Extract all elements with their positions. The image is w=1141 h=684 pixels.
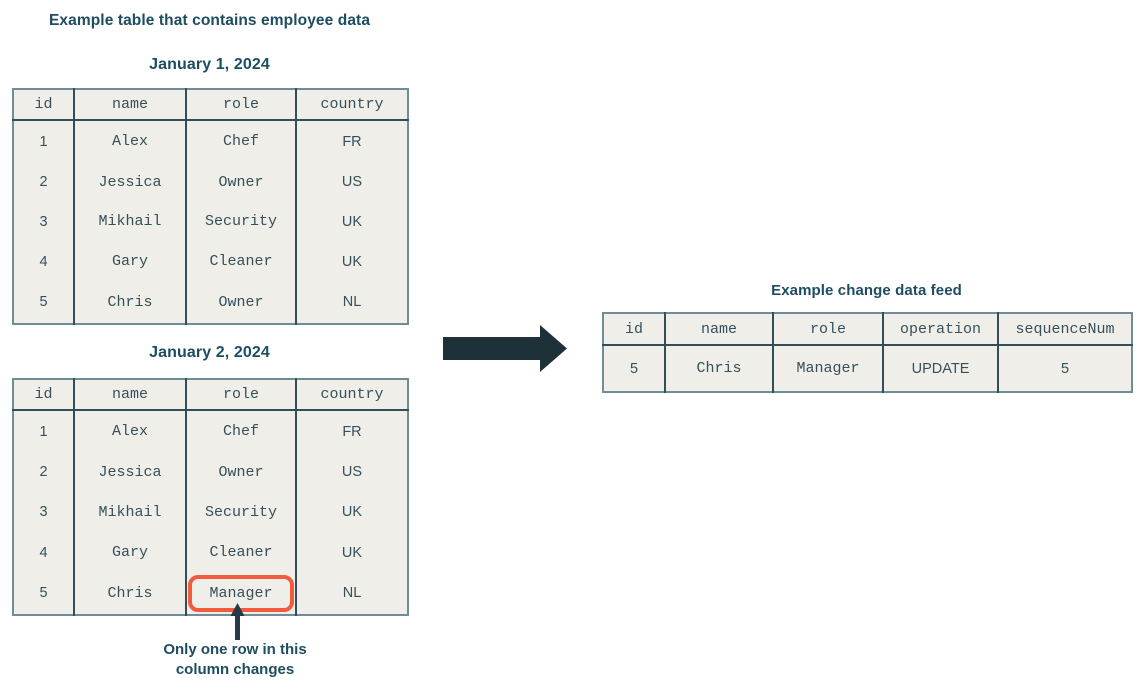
jan2-employee-table: id name role country 1 Alex Chef FR 2 Jessica Owne…: [12, 378, 409, 616]
data-table: id name role operation sequenceNum 5 Chris Mana…: [602, 312, 1133, 393]
table-cell: Manager: [772, 345, 883, 392]
column-header: country: [295, 379, 408, 411]
right-arrow-icon: [443, 325, 567, 372]
table-cell: UK: [295, 241, 408, 282]
table-cell: 3: [39, 504, 48, 521]
table-cell: Chris: [73, 572, 186, 615]
table-cell: 2: [39, 464, 48, 481]
column-header: operation: [882, 313, 998, 346]
diagram-title: Example table that contains employee dat…: [48, 12, 371, 29]
table-row: 3 Mikhail Security UK: [13, 202, 408, 242]
table-cell: Alex: [73, 410, 186, 453]
table-cell: FR: [295, 410, 408, 453]
table-cell: NL: [295, 572, 408, 615]
column-header: name: [664, 313, 773, 346]
data-table: id name role country 1 Alex Chef FR 2 Jessica Owne…: [12, 378, 409, 616]
table-row: 2 Jessica Owner US: [13, 452, 408, 493]
column-header: country: [295, 89, 408, 121]
table-cell: Chris: [73, 281, 186, 324]
table-cell: Gary: [73, 532, 186, 573]
column-header: role: [185, 379, 296, 411]
table-cell: 5: [997, 345, 1132, 392]
table-row: 4 Gary Cleaner UK: [13, 532, 408, 573]
table-cell: Alex: [73, 120, 186, 163]
table-cell: US: [295, 452, 408, 493]
table-cell: Chris: [664, 345, 773, 392]
table-cell: Security: [185, 492, 296, 533]
table-row: 5 Chris Owner NL: [13, 281, 408, 324]
change-feed-table: id name role operation sequenceNum 5 Chris Mana…: [602, 312, 1133, 393]
table-cell: 5: [39, 294, 48, 311]
data-table: id name role country 1 Alex Chef FR 2 Jessica Owne…: [12, 88, 409, 325]
table-cell: NL: [295, 281, 408, 324]
table-cell: 5: [629, 360, 639, 377]
table-cell: 1: [39, 423, 48, 440]
column-header: id: [13, 89, 74, 121]
callout-up-arrow-icon: [229, 603, 246, 640]
column-header: name: [73, 379, 186, 411]
table-cell: Cleaner: [185, 532, 296, 573]
table-cell: 5: [39, 585, 48, 602]
jan2-table-title: January 2, 2024: [149, 344, 270, 361]
table-cell: Owner: [185, 281, 296, 324]
column-header: id: [13, 379, 74, 411]
callout-text: Only one row in this column changes: [85, 640, 385, 680]
table-row: 5 Chris Manager UPDATE 5: [603, 345, 1132, 392]
table-row: 1 Alex Chef FR: [13, 120, 408, 163]
jan1-employee-table: id name role country 1 Alex Chef FR 2 Jessica Owne…: [12, 88, 409, 325]
table-cell: 2: [39, 174, 48, 191]
changed-cell: Manager: [185, 572, 296, 615]
table-cell: UK: [295, 202, 408, 242]
column-header: name: [73, 89, 186, 121]
change-feed-title: Example change data feed: [771, 282, 962, 299]
callout-line-2: column changes: [175, 661, 295, 678]
table-cell: UK: [295, 532, 408, 573]
table-cell: Owner: [185, 162, 296, 203]
table-cell: 4: [39, 253, 48, 270]
table-cell: Gary: [73, 241, 186, 282]
table-cell: Mikhail: [73, 202, 186, 242]
table-cell: 1: [39, 133, 48, 150]
table-row: 1 Alex Chef FR: [13, 410, 408, 453]
table-cell: FR: [295, 120, 408, 163]
table-cell: Security: [185, 202, 296, 242]
table-cell: UK: [295, 492, 408, 533]
table-cell: Mikhail: [73, 492, 186, 533]
table-cell: US: [295, 162, 408, 203]
table-row: 2 Jessica Owner US: [13, 162, 408, 203]
jan1-table-title: January 1, 2024: [149, 56, 270, 73]
column-header: sequenceNum: [997, 313, 1132, 346]
table-row: 5 Chris Manager NL: [13, 572, 408, 615]
table-cell: 4: [39, 544, 48, 561]
column-header: id: [603, 313, 665, 346]
callout-line-1: Only one row in this: [163, 641, 307, 658]
table-cell: Cleaner: [185, 241, 296, 282]
column-header: role: [772, 313, 883, 346]
table-cell: 3: [39, 213, 48, 230]
table-row: 4 Gary Cleaner UK: [13, 241, 408, 282]
table-cell: Chef: [185, 120, 296, 163]
table-cell: Jessica: [73, 162, 186, 203]
table-cell: UPDATE: [882, 345, 998, 392]
table-cell: Owner: [185, 452, 296, 493]
table-cell: Jessica: [73, 452, 186, 493]
column-header: role: [185, 89, 296, 121]
table-cell: Chef: [185, 410, 296, 453]
table-row: 3 Mikhail Security UK: [13, 492, 408, 533]
